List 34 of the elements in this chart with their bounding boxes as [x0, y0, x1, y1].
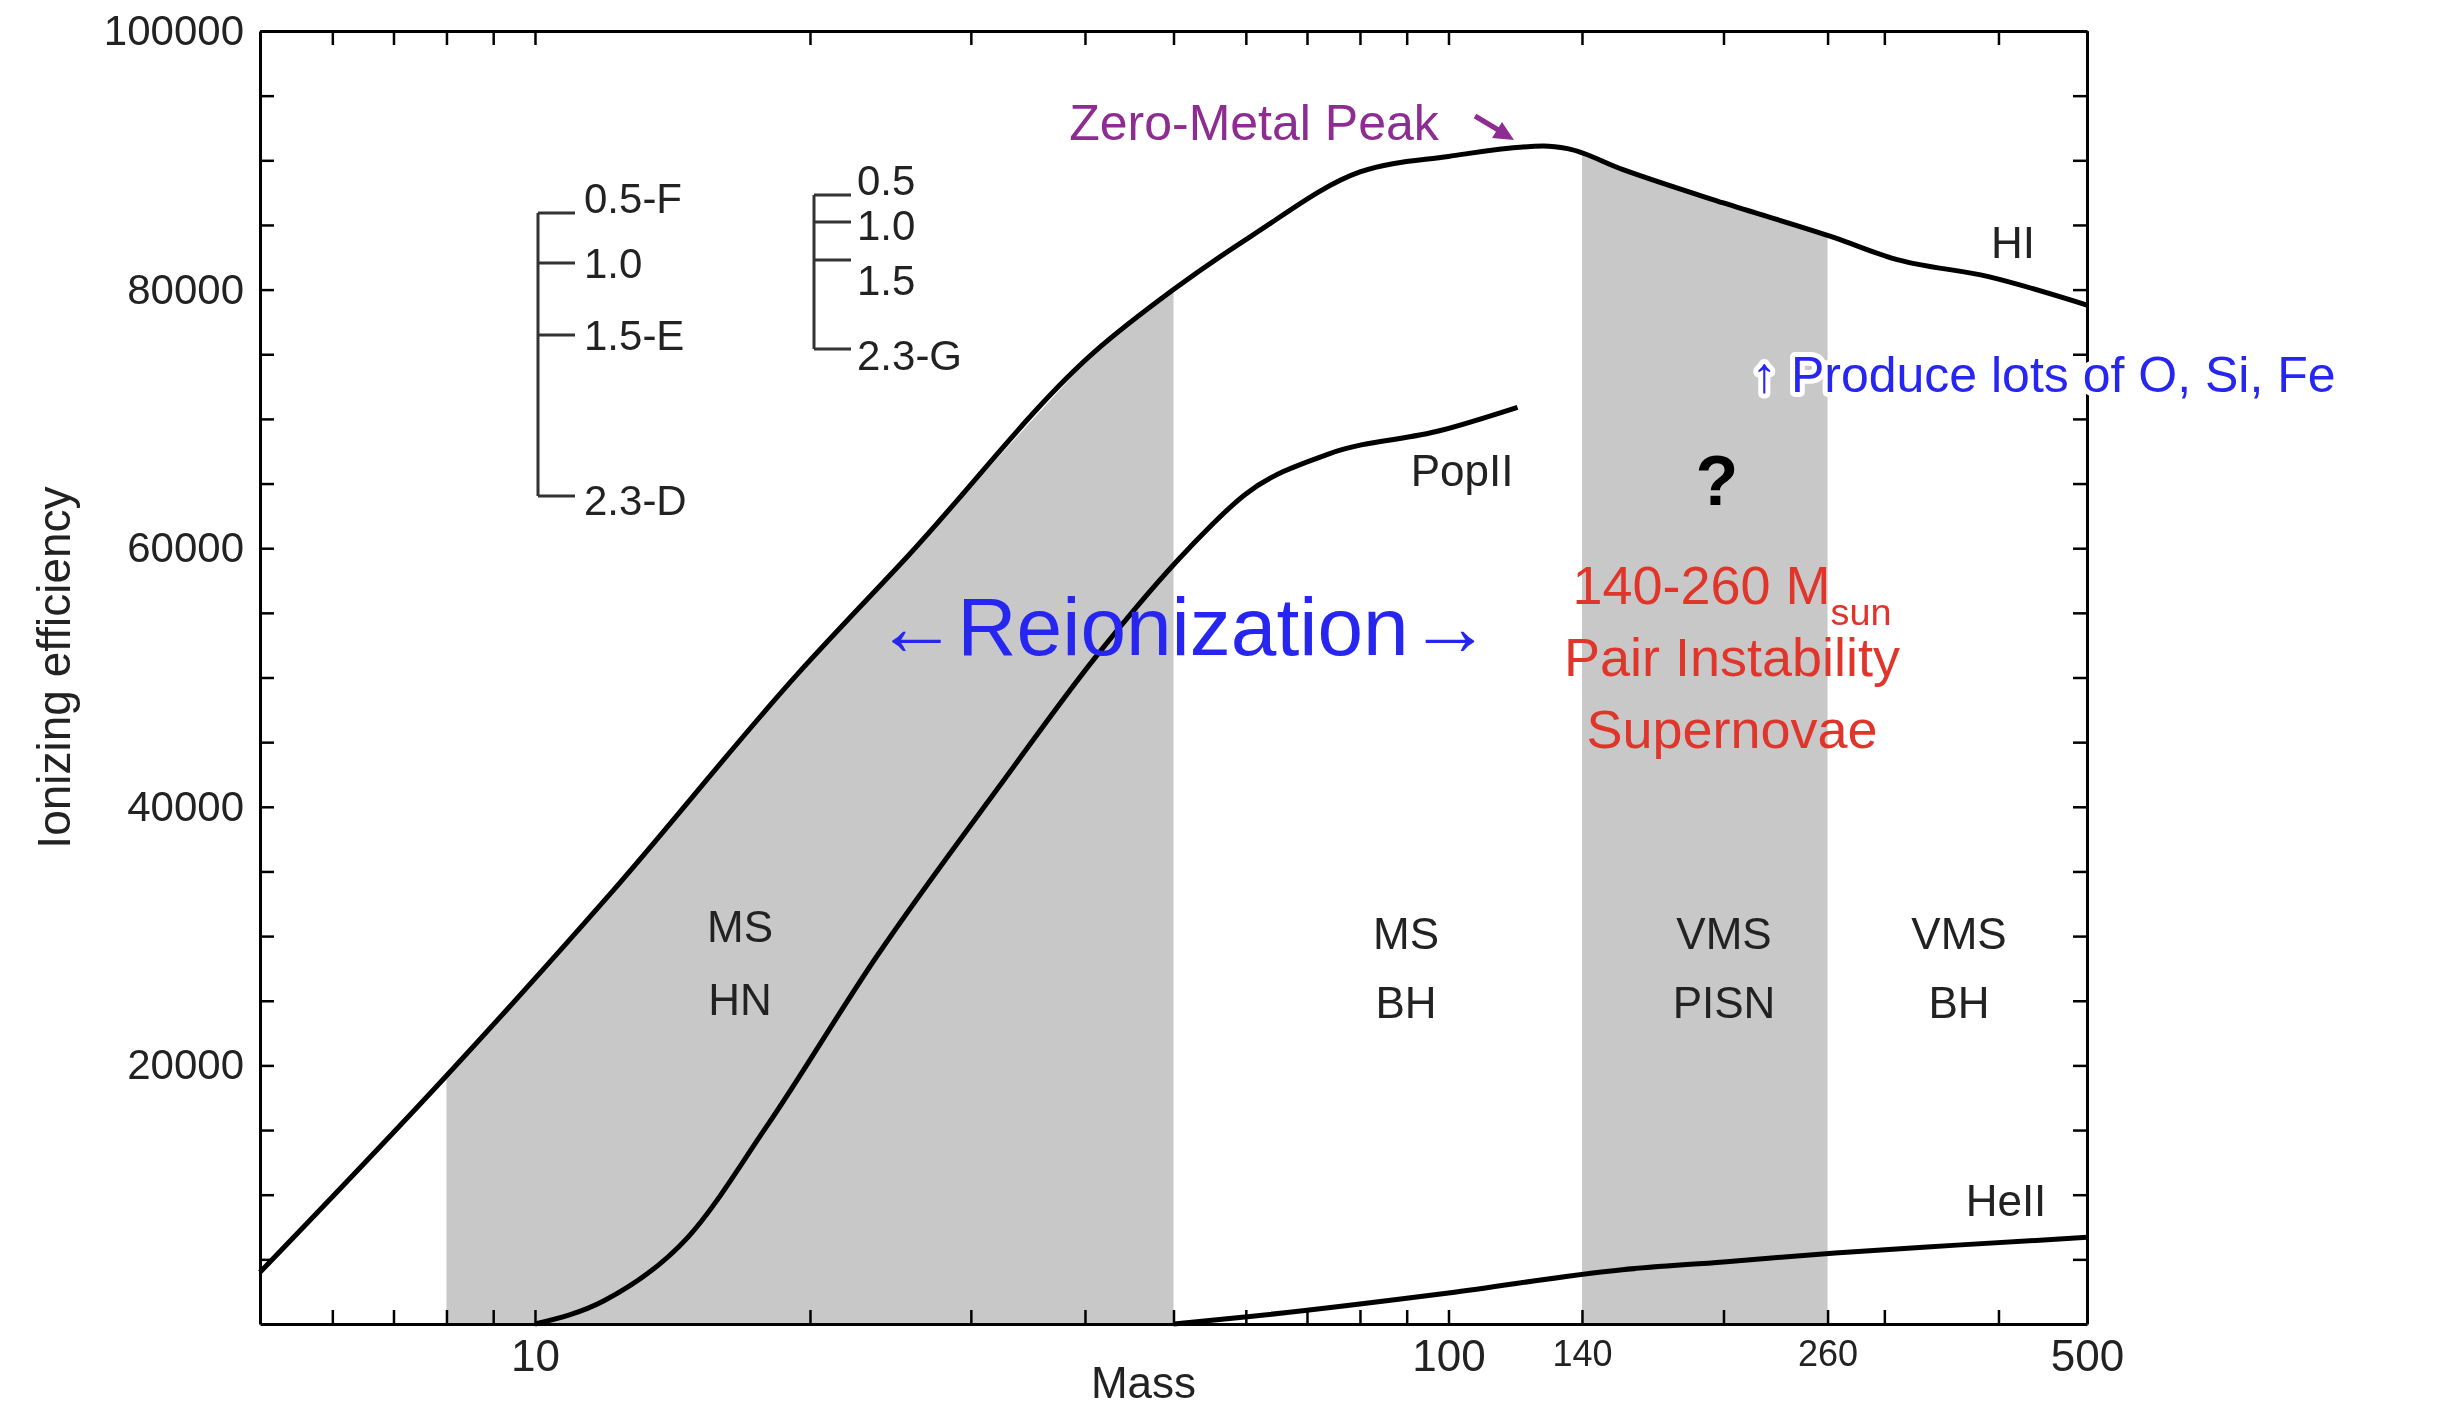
- annotation: 0.5: [857, 157, 916, 204]
- x-tick-label: 140: [1552, 1332, 1613, 1374]
- y-tick-label: 100000: [103, 6, 244, 54]
- annotation: VMS: [1911, 909, 2007, 958]
- annotation: MS: [1373, 909, 1439, 958]
- annotation: PISN: [1672, 978, 1776, 1027]
- annotation: 1.5: [857, 257, 916, 304]
- x-tick-label: 500: [2050, 1331, 2125, 1381]
- annotation: BH: [1928, 978, 1990, 1027]
- legend-label: HeII: [1965, 1176, 2047, 1225]
- x-tick-label: 10: [511, 1331, 560, 1381]
- y-tick-label: 80000: [127, 265, 244, 313]
- annotation: 0.5-F: [584, 175, 683, 222]
- annotation: Zero-Metal Peak: [1069, 95, 1440, 151]
- annotation: BH: [1375, 978, 1437, 1027]
- annotation: 1.0: [584, 240, 643, 287]
- annotation: 2.3-G: [857, 332, 963, 379]
- y-axis-title: Ionizing efficiency: [28, 486, 80, 849]
- annotation: Supernovae: [1586, 699, 1878, 759]
- y-tick-label: 20000: [127, 1041, 244, 1089]
- annotation: MS: [707, 902, 773, 951]
- x-tick-label: 100: [1412, 1331, 1486, 1381]
- series-label: PopII: [1410, 446, 1514, 495]
- x-axis-title: Mass: [1090, 1358, 1197, 1407]
- annotation: HN: [708, 975, 772, 1024]
- annotation: ?: [1695, 442, 1739, 520]
- x-tick-label: 260: [1798, 1332, 1859, 1374]
- annotation: 2.3-D: [584, 477, 687, 524]
- annotation: VMS: [1676, 909, 1772, 958]
- y-tick-label: 40000: [127, 782, 244, 830]
- annotation: 1.0: [857, 202, 916, 249]
- annotation: 1.5-E: [584, 312, 685, 359]
- y-tick-label: 60000: [127, 524, 244, 572]
- legend-label: HI: [1991, 218, 2035, 267]
